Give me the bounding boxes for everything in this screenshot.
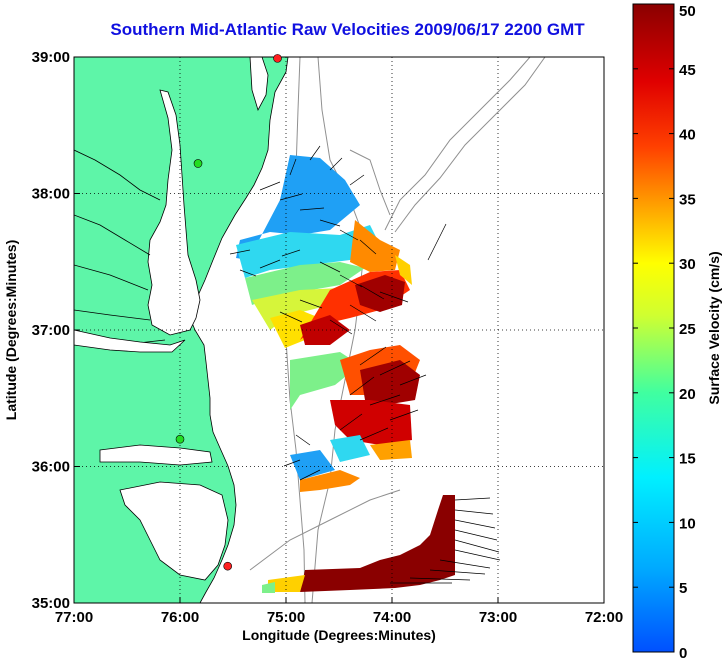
y-tick-label: 36:00	[32, 459, 70, 476]
station-marker	[193, 159, 203, 168]
pamlico-sound	[119, 481, 229, 581]
colorbar-tick-label: 25	[679, 321, 696, 338]
x-tick-label: 75:00	[267, 609, 305, 626]
map-title: Southern Mid-Atlantic Raw Velocities 200…	[110, 20, 585, 39]
colorbar-tick-label: 30	[679, 256, 696, 273]
river-james	[74, 329, 186, 353]
y-tick-label: 35:00	[32, 595, 70, 612]
colorbar-tick-label: 40	[679, 127, 696, 144]
x-tick-label: 77:00	[55, 609, 93, 626]
station-marker	[175, 434, 185, 444]
y-axis-label: Latitude (Degrees:Minutes)	[3, 240, 19, 420]
colorbar-tick-label: 0	[679, 645, 687, 659]
y-tick-label: 38:00	[32, 186, 70, 203]
velocity-field-north	[236, 155, 412, 348]
colorbar-tick-label: 20	[679, 386, 696, 403]
x-tick-label: 74:00	[373, 609, 411, 626]
colorbar-label: Surface Velocity (cm/s)	[706, 251, 722, 404]
y-axis-ticks: 39:00 38:00 37:00 36:00 35:00	[32, 49, 80, 612]
velocity-vectors	[229, 145, 501, 584]
x-tick-label: 76:00	[161, 609, 199, 626]
y-tick-label: 39:00	[32, 49, 70, 66]
station-marker	[223, 561, 232, 571]
x-axis-label: Longitude (Degrees:Minutes)	[242, 627, 436, 643]
x-axis-ticks: 77:00 76:00 75:00 74:00 73:00 72:00	[55, 597, 623, 626]
y-tick-label: 37:00	[32, 322, 70, 339]
colorbar-tick-label: 45	[679, 62, 696, 79]
colorbar-tick-label: 5	[679, 580, 687, 597]
albemarle-sound	[99, 444, 213, 466]
chesapeake-bay	[147, 89, 201, 336]
delaware-bay	[249, 57, 269, 112]
station-markers	[175, 54, 282, 571]
velocity-field-middle	[290, 345, 420, 492]
grid-lines	[74, 57, 604, 603]
x-tick-label: 73:00	[479, 609, 517, 626]
colorbar-tick-label: 50	[679, 3, 696, 20]
colorbar-ticks: 0 5 10 15 20 25 30 35 40 45 50	[633, 3, 696, 659]
colorbar	[632, 3, 675, 653]
colorbar-tick-label: 35	[679, 191, 696, 208]
station-marker	[273, 54, 282, 63]
x-tick-label: 72:00	[585, 609, 623, 626]
river-potomac	[74, 149, 166, 346]
colorbar-tick-label: 15	[679, 451, 696, 468]
colorbar-tick-label: 10	[679, 515, 696, 532]
velocity-field-south	[262, 495, 455, 593]
